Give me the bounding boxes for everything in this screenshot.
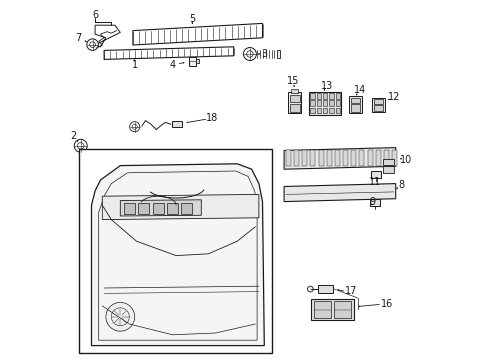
- Bar: [310, 93, 314, 99]
- Bar: [383, 150, 388, 166]
- Text: 2: 2: [70, 131, 77, 141]
- Text: 15: 15: [286, 76, 299, 86]
- Bar: [318, 285, 332, 293]
- Bar: [369, 199, 379, 206]
- Bar: [373, 99, 383, 104]
- Circle shape: [129, 122, 140, 132]
- Bar: [313, 301, 330, 318]
- Bar: [328, 100, 333, 106]
- Circle shape: [106, 302, 134, 331]
- Text: 8: 8: [397, 180, 404, 190]
- Text: 4: 4: [169, 60, 175, 70]
- Bar: [322, 100, 326, 106]
- Bar: [79, 149, 271, 353]
- Text: 10: 10: [400, 155, 412, 165]
- Bar: [293, 150, 299, 166]
- Text: 6: 6: [92, 10, 98, 20]
- Text: 7: 7: [75, 33, 81, 43]
- Bar: [287, 92, 301, 113]
- Bar: [382, 166, 393, 173]
- Circle shape: [87, 39, 98, 50]
- Bar: [310, 108, 314, 113]
- Bar: [367, 150, 372, 166]
- Bar: [310, 100, 314, 106]
- Bar: [322, 108, 326, 113]
- Bar: [343, 150, 347, 166]
- Bar: [371, 98, 384, 112]
- Bar: [335, 108, 339, 113]
- Bar: [316, 100, 320, 106]
- Bar: [167, 203, 178, 214]
- Bar: [291, 89, 297, 93]
- Text: 5: 5: [189, 14, 195, 24]
- Bar: [350, 150, 356, 166]
- Bar: [326, 150, 331, 166]
- Bar: [382, 159, 393, 165]
- Bar: [335, 100, 339, 106]
- Bar: [277, 50, 280, 58]
- Text: 17: 17: [344, 286, 356, 296]
- Circle shape: [307, 286, 313, 292]
- Text: 9: 9: [368, 197, 375, 207]
- Text: 3: 3: [261, 49, 267, 59]
- Bar: [316, 93, 320, 99]
- Polygon shape: [284, 148, 395, 169]
- Polygon shape: [104, 47, 233, 59]
- Bar: [391, 150, 396, 166]
- Bar: [370, 171, 381, 178]
- Bar: [373, 105, 383, 111]
- Bar: [318, 150, 323, 166]
- Text: 13: 13: [321, 81, 333, 91]
- Text: 1: 1: [131, 60, 138, 70]
- Bar: [138, 203, 149, 214]
- Text: 11: 11: [368, 177, 380, 187]
- Bar: [152, 203, 163, 214]
- Bar: [289, 95, 299, 102]
- Bar: [285, 150, 290, 166]
- Text: 12: 12: [387, 92, 400, 102]
- Bar: [348, 96, 361, 113]
- Polygon shape: [91, 25, 120, 47]
- Bar: [359, 150, 364, 166]
- Bar: [334, 150, 339, 166]
- Bar: [328, 93, 333, 99]
- Bar: [302, 150, 306, 166]
- Bar: [310, 150, 315, 166]
- Bar: [188, 57, 196, 66]
- Polygon shape: [120, 200, 201, 216]
- Bar: [350, 98, 359, 103]
- Bar: [289, 104, 299, 112]
- Bar: [171, 121, 182, 127]
- Bar: [196, 59, 199, 63]
- Bar: [333, 301, 351, 318]
- Polygon shape: [284, 184, 395, 202]
- Polygon shape: [133, 23, 262, 45]
- Bar: [328, 108, 333, 113]
- Bar: [375, 150, 380, 166]
- Text: 16: 16: [380, 299, 392, 309]
- Bar: [123, 203, 134, 214]
- Bar: [308, 92, 340, 115]
- Polygon shape: [91, 164, 264, 346]
- Polygon shape: [102, 194, 258, 220]
- Bar: [350, 104, 359, 112]
- Text: 18: 18: [205, 113, 218, 123]
- Bar: [322, 93, 326, 99]
- Bar: [181, 203, 192, 214]
- Bar: [310, 299, 354, 320]
- Text: 14: 14: [353, 85, 365, 95]
- Bar: [335, 93, 339, 99]
- Circle shape: [74, 139, 87, 152]
- Bar: [316, 108, 320, 113]
